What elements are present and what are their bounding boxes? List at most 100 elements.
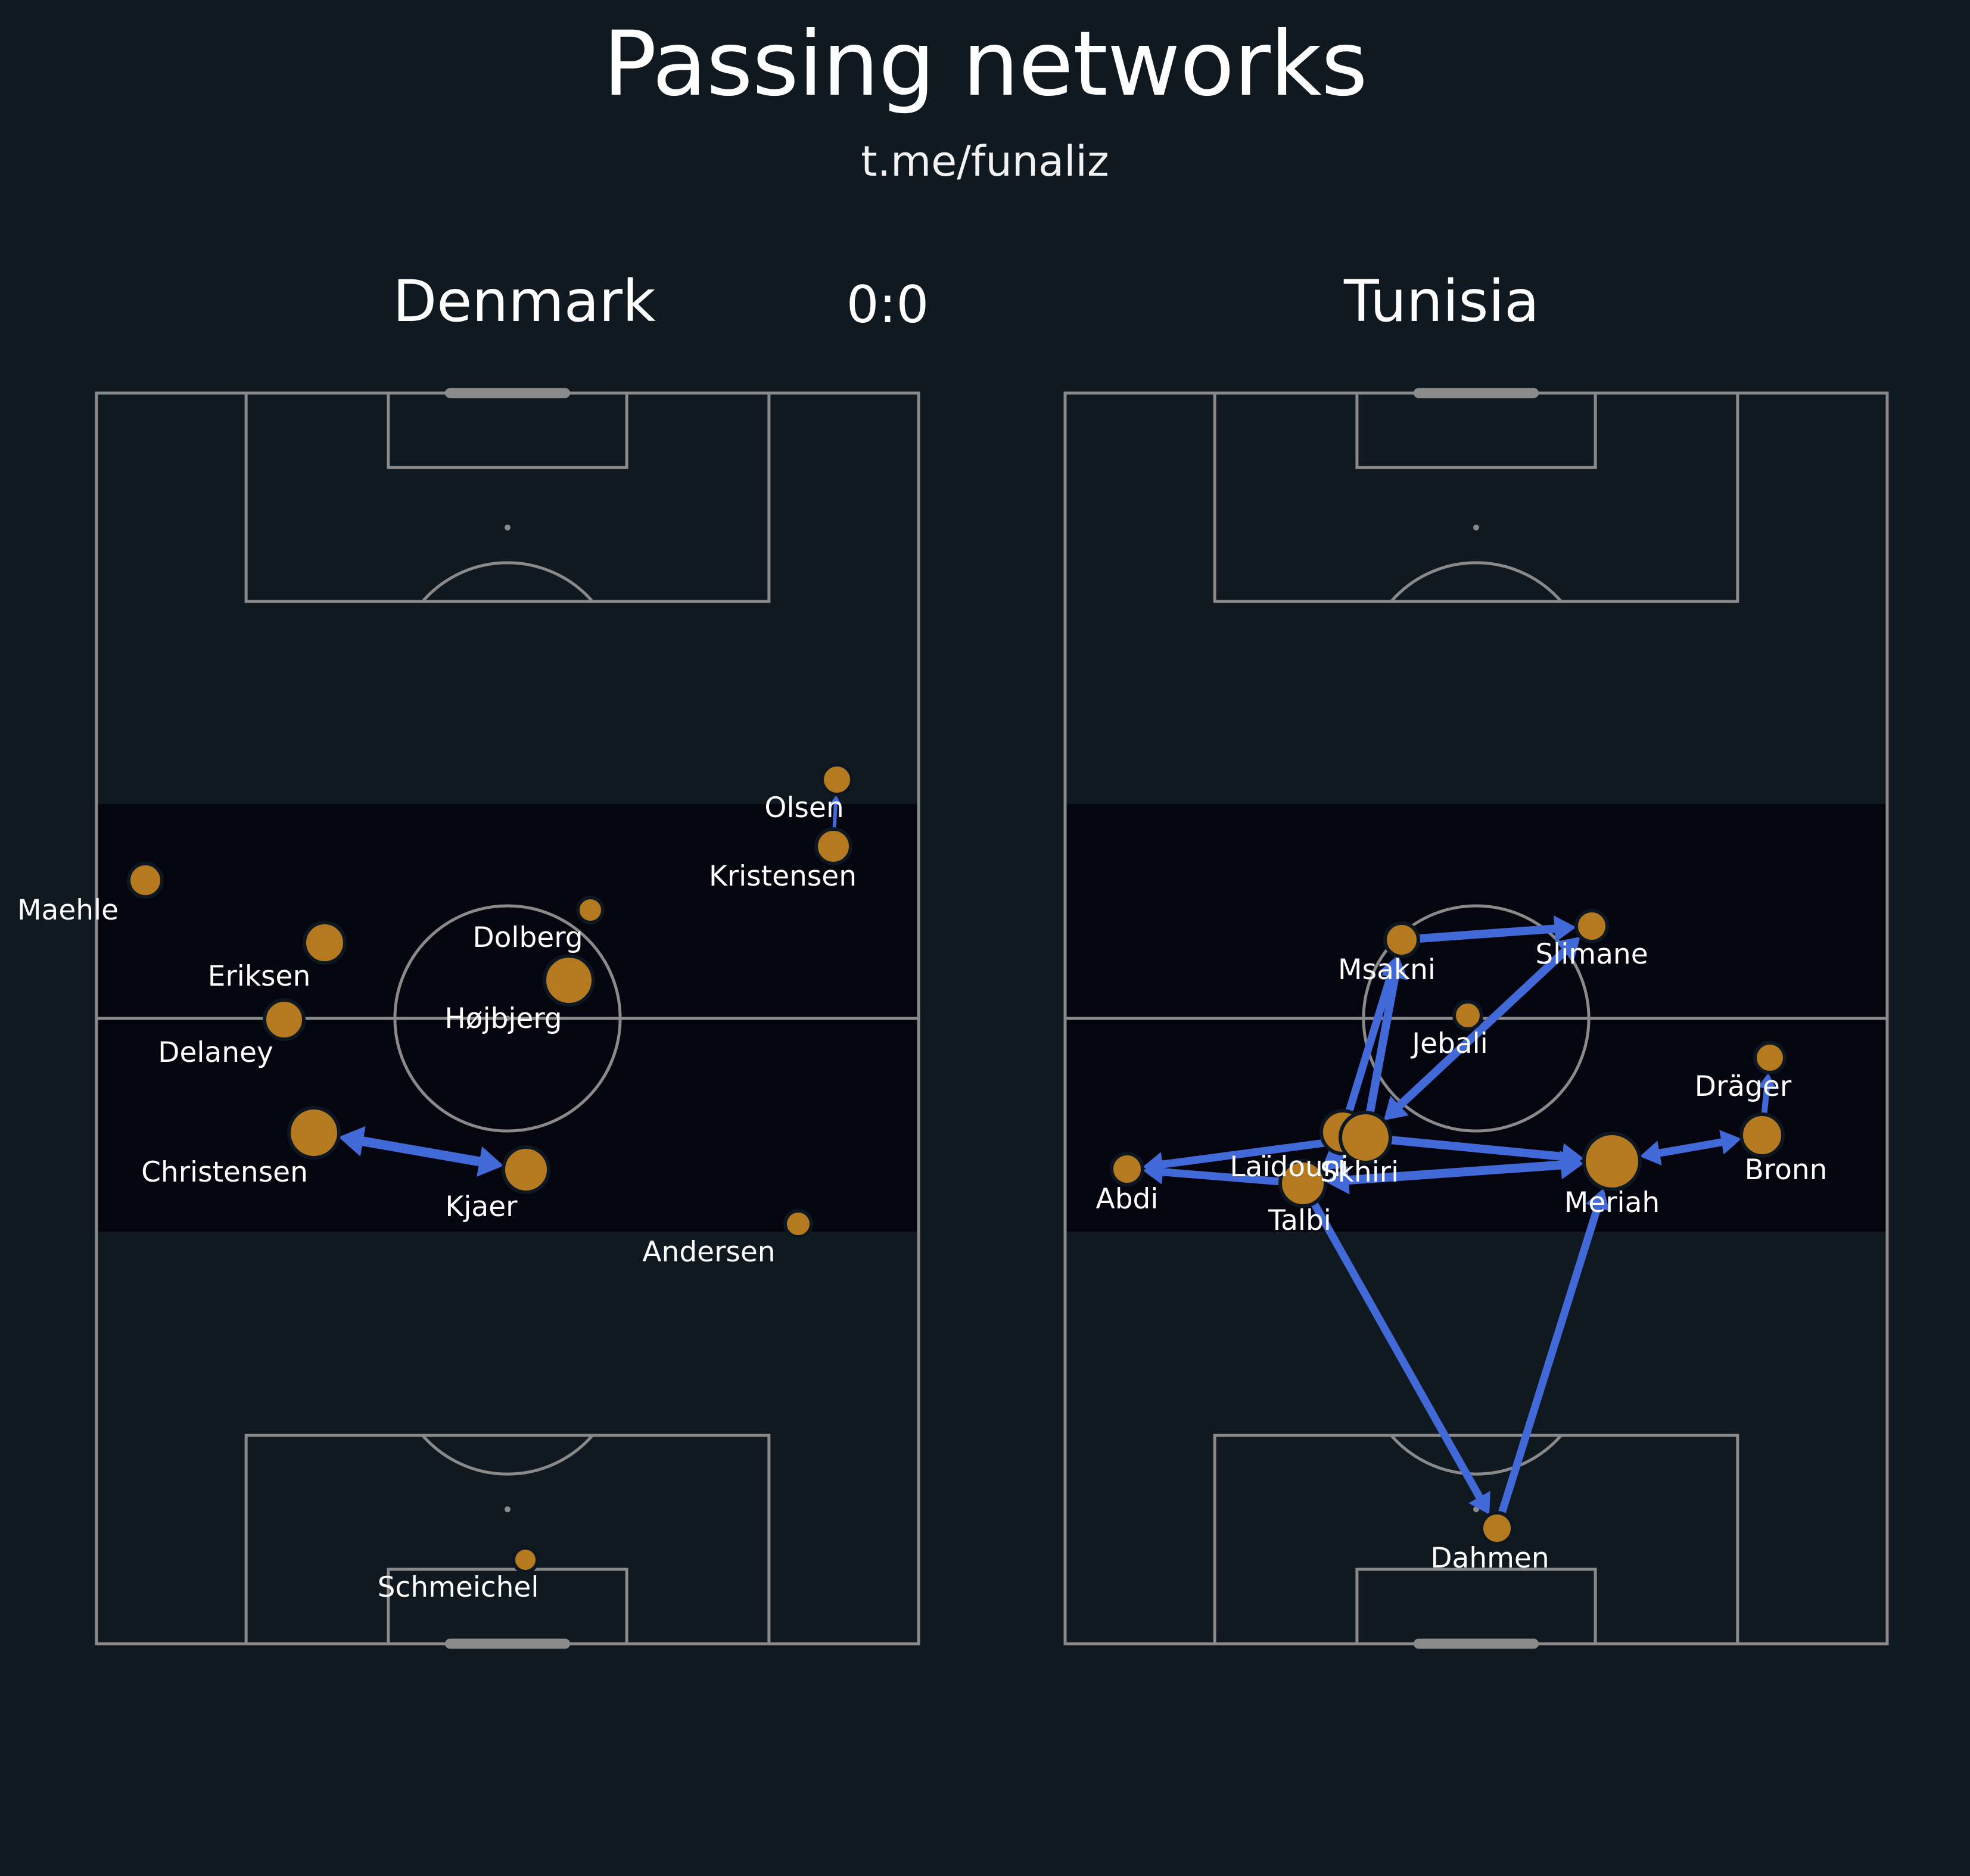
player-label: Christensen <box>141 1156 308 1189</box>
player-node[interactable] <box>1480 1511 1514 1545</box>
player-node[interactable] <box>1452 1000 1483 1031</box>
player-label: Meriah <box>1564 1186 1660 1219</box>
goal-area-top <box>387 391 628 469</box>
pitch-denmark: Olsen Kristensen Maehle Dolberg Eriksen Højbj… <box>17 388 920 1649</box>
pass-arrowhead <box>1719 1130 1742 1155</box>
page-subtitle: t.me/funaliz <box>861 137 1109 186</box>
pass-arrowhead <box>1325 1166 1350 1195</box>
player-node[interactable] <box>287 1106 341 1160</box>
player-node[interactable] <box>1383 921 1420 958</box>
pass-line <box>1311 1202 1484 1500</box>
pass-arrowhead <box>1553 915 1576 943</box>
pass-line <box>1419 924 1556 943</box>
pass-arrowhead <box>1555 936 1580 962</box>
pass-arrowhead <box>1383 1095 1409 1121</box>
pass-line <box>1498 1205 1602 1514</box>
player-label: Abdi <box>1096 1183 1159 1216</box>
pass-arrowhead <box>477 1146 504 1177</box>
away-team-name: Tunisia <box>1344 268 1539 335</box>
player-node[interactable] <box>127 862 164 899</box>
pass-arrowhead <box>1378 956 1403 979</box>
player-node[interactable] <box>263 998 306 1041</box>
penalty-arc-bottom <box>421 1434 594 1476</box>
pass-arrowhead <box>338 1126 366 1157</box>
player-node[interactable] <box>502 1145 550 1194</box>
player-label: Andersen <box>642 1236 775 1269</box>
player-label: Olsen <box>764 791 844 824</box>
penalty-box-top <box>244 391 771 603</box>
centre-spot <box>505 1015 511 1021</box>
player-label: Dräger <box>1695 1070 1792 1103</box>
centre-circle <box>1362 904 1591 1133</box>
player-label: Kjaer <box>446 1191 518 1223</box>
penalty-box-bottom <box>1213 1434 1739 1646</box>
pass-arrowhead <box>1560 1151 1585 1180</box>
pass-arrowhead <box>1757 1073 1776 1090</box>
player-label: Eriksen <box>208 960 311 993</box>
player-label: Dolberg <box>472 921 583 954</box>
goal-area-top <box>1355 391 1597 469</box>
penalty-spot-top <box>505 524 511 531</box>
player-label: Højbjerg <box>444 1002 562 1035</box>
player-label: Maehle <box>17 894 119 927</box>
player-label: Kristensen <box>709 860 857 893</box>
player-node[interactable] <box>783 1209 813 1239</box>
pass-line <box>1658 1138 1723 1157</box>
player-node[interactable] <box>1110 1152 1144 1186</box>
player-node[interactable] <box>1278 1159 1327 1208</box>
pass-arrowhead <box>1639 1140 1662 1166</box>
player-node[interactable] <box>576 896 605 924</box>
player-node[interactable] <box>512 1546 539 1573</box>
penalty-spot-top <box>1473 524 1479 531</box>
pass-line <box>1161 1168 1280 1186</box>
player-label: Bronn <box>1745 1154 1828 1186</box>
pass-line <box>1345 973 1395 1112</box>
penalty-arc-bottom <box>1390 1434 1563 1476</box>
player-label: Talbi <box>1268 1204 1331 1237</box>
player-label: Delaney <box>158 1036 273 1069</box>
pass-arrowhead <box>830 795 842 805</box>
pass-line <box>1391 1136 1564 1161</box>
player-label: Slimane <box>1535 938 1648 971</box>
player-nodes-denmark: Olsen Kristensen Maehle Dolberg Eriksen Højbj… <box>17 763 857 1604</box>
page-title: Passing networks <box>603 13 1368 116</box>
player-node[interactable] <box>543 954 595 1006</box>
home-team-name: Denmark <box>393 268 656 335</box>
pass-arrowhead <box>1143 1159 1164 1185</box>
pass-line <box>1396 948 1568 1110</box>
player-node[interactable] <box>1339 1111 1392 1164</box>
penalty-arc-top <box>421 561 594 603</box>
pass-line <box>360 1136 482 1167</box>
player-node[interactable] <box>820 763 854 796</box>
pass-arrowhead <box>1585 1188 1610 1211</box>
penalty-arc-top <box>1390 561 1563 603</box>
player-label: Dahmen <box>1430 1542 1549 1575</box>
player-node[interactable] <box>1739 1112 1785 1158</box>
penalty-box-top <box>1213 391 1739 603</box>
player-label: Schmeichel <box>378 1571 539 1604</box>
pass-arrowhead <box>1321 1146 1347 1170</box>
pass-line <box>1761 1087 1770 1114</box>
player-label: Skhiri <box>1320 1156 1399 1189</box>
pass-line <box>1347 1160 1563 1185</box>
centre-circle <box>393 904 622 1133</box>
player-node[interactable] <box>1582 1132 1642 1191</box>
penalty-box-bottom <box>244 1434 771 1646</box>
pass-line <box>1366 976 1399 1112</box>
pass-arrowhead <box>1468 1491 1490 1515</box>
pass-edges-tunisia <box>1143 915 1776 1515</box>
player-node[interactable] <box>1753 1041 1787 1074</box>
penalty-spot-bottom <box>505 1506 511 1513</box>
player-node[interactable] <box>814 827 852 865</box>
pass-line <box>832 803 838 828</box>
player-node[interactable] <box>303 921 347 965</box>
pass-edges-denmark <box>338 795 842 1177</box>
player-label: Jebali <box>1410 1027 1488 1060</box>
player-node[interactable] <box>1574 909 1609 943</box>
scoreline: 0:0 <box>846 275 929 335</box>
pass-line <box>1161 1137 1340 1168</box>
